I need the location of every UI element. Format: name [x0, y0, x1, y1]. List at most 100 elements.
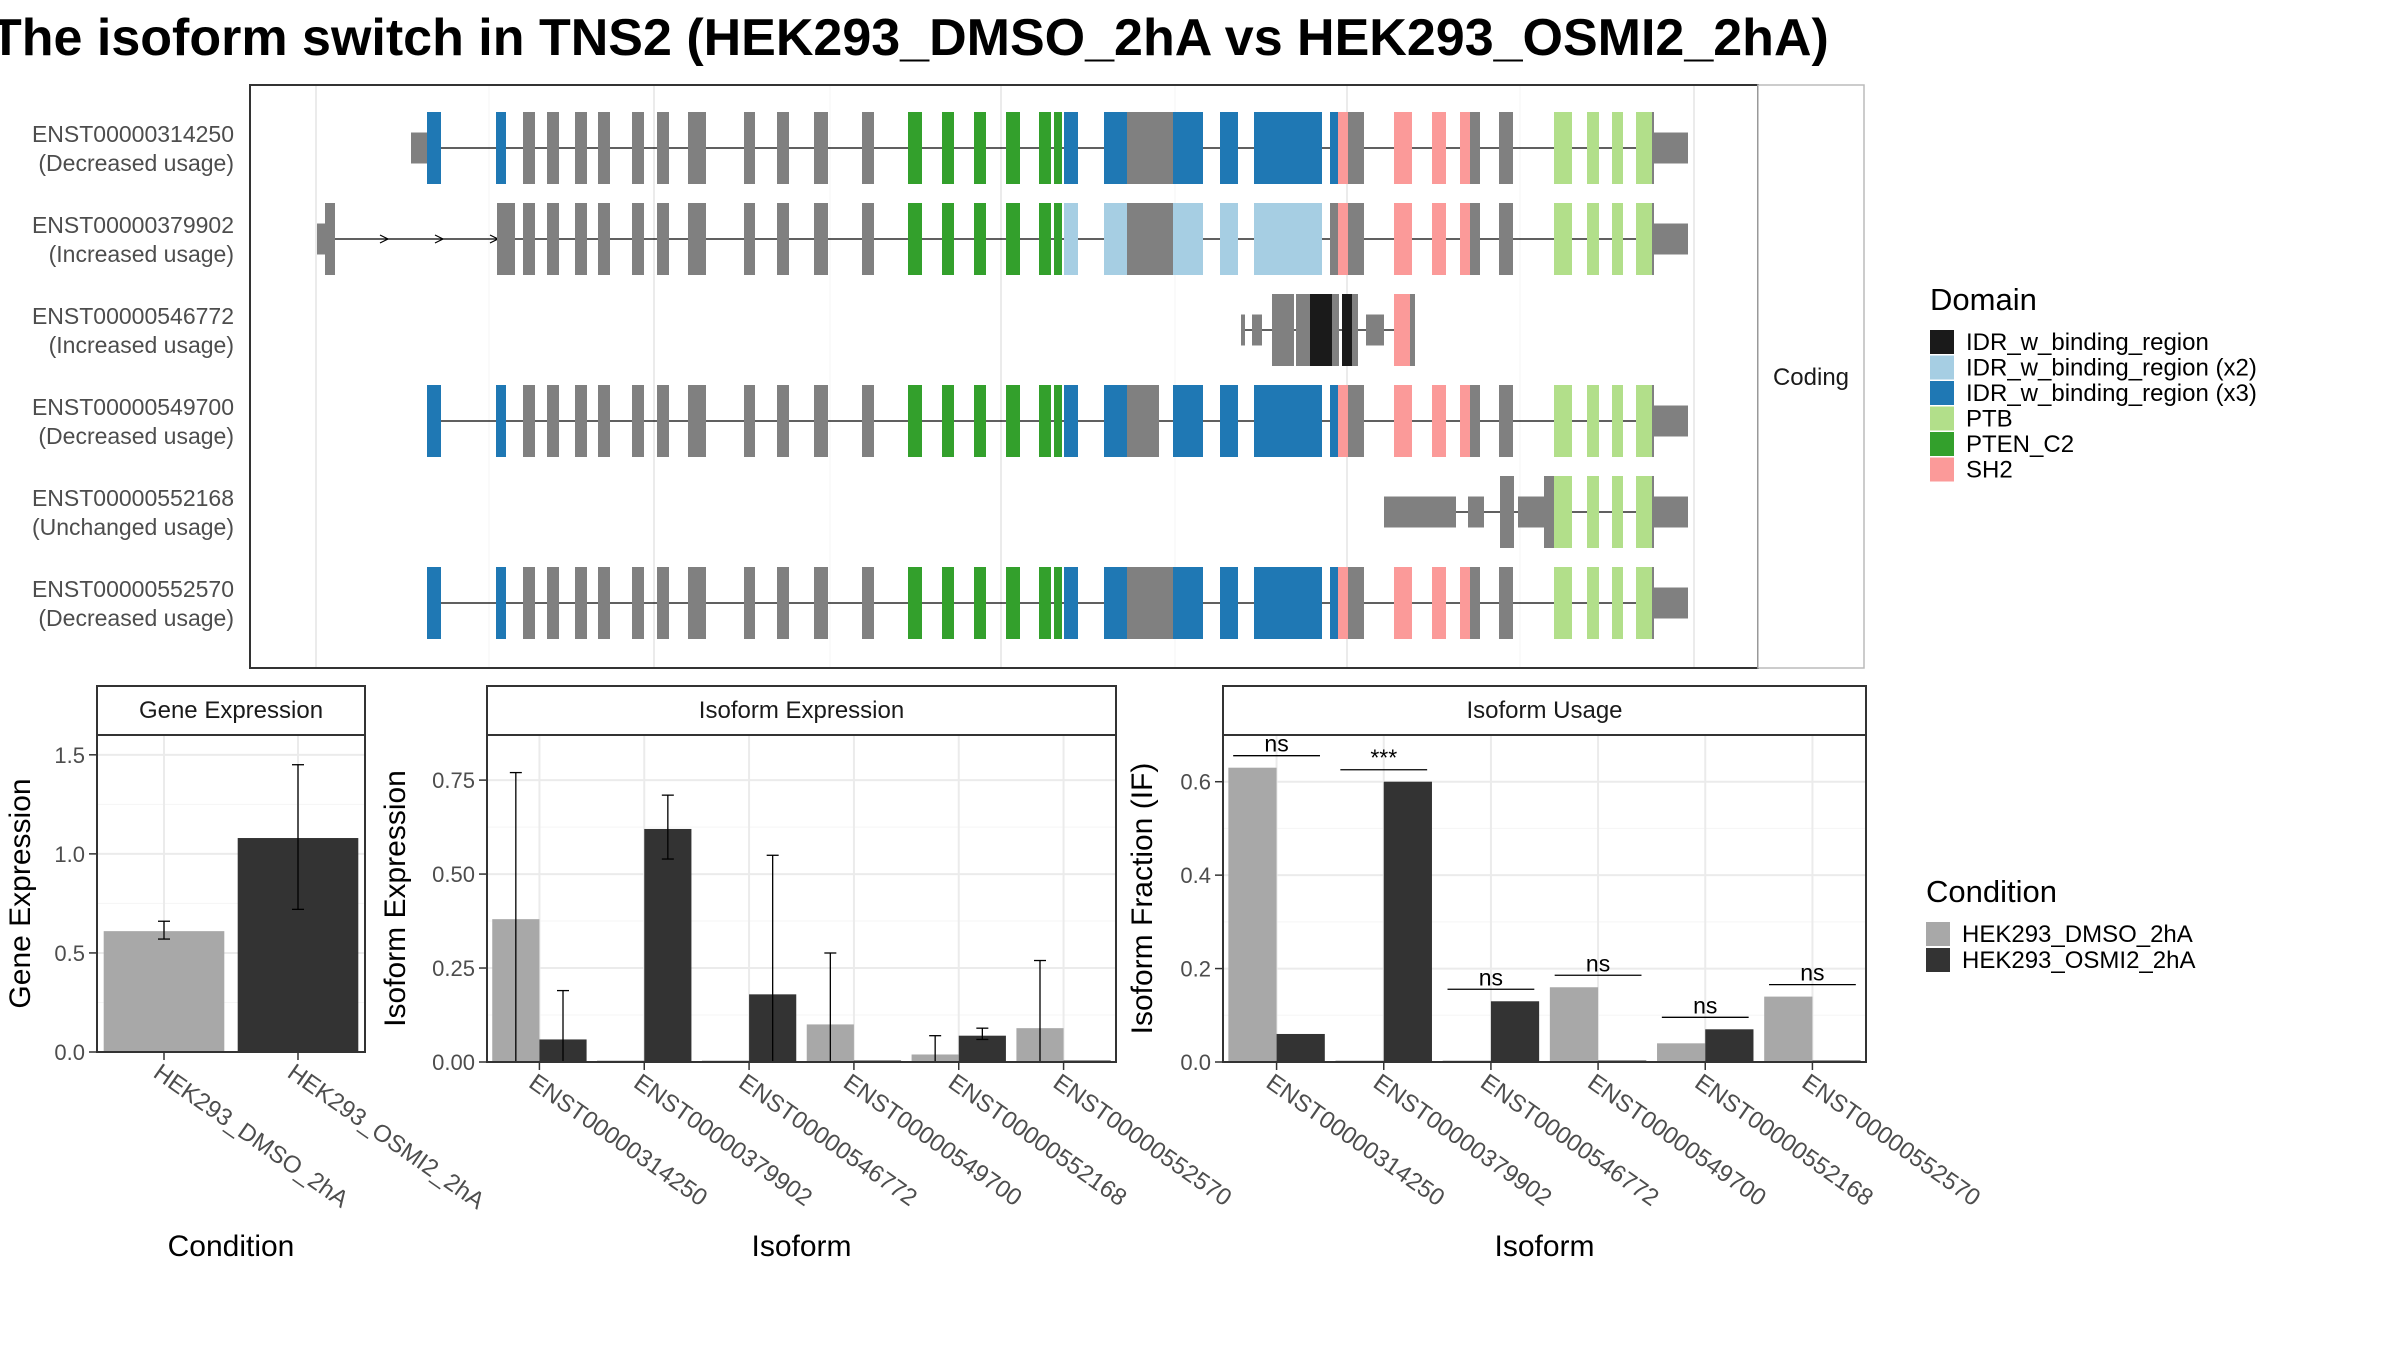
x-tick-label: ENST00000552168 [1690, 1069, 1878, 1212]
exon [1636, 203, 1654, 275]
exon [632, 385, 644, 457]
exon [862, 203, 874, 275]
exon [1330, 203, 1340, 275]
exon [1636, 385, 1654, 457]
bar [644, 828, 692, 1062]
transcript-row [427, 567, 1688, 639]
exon [1394, 567, 1412, 639]
significance-label: ns [1800, 960, 1824, 986]
y-tick-label: 0.00 [432, 1050, 475, 1075]
y-axis-title: Isoform Fraction (IF) [1126, 763, 1159, 1035]
exon [1654, 405, 1688, 437]
legend-swatch [1926, 922, 1950, 946]
legend-swatch [1930, 432, 1954, 456]
exon [1468, 496, 1484, 528]
panel-strip [1222, 685, 1867, 736]
exon [1039, 567, 1051, 639]
exon [1554, 203, 1572, 275]
exon [1254, 112, 1322, 184]
panel-strip [486, 685, 1117, 736]
exon [777, 203, 789, 275]
legend-swatch [1926, 948, 1950, 972]
y-axis-title: Gene Expression [4, 778, 37, 1008]
transcript-usage-label: (Decreased usage) [38, 423, 234, 449]
exon [974, 112, 986, 184]
x-axis-title: Isoform [1494, 1230, 1594, 1263]
y-axis-title: Isoform Expression [379, 770, 412, 1027]
domain-legend-label: IDR_w_binding_region [1966, 329, 2209, 356]
exon [1460, 203, 1472, 275]
bar [1276, 1033, 1325, 1062]
exon [1654, 587, 1688, 619]
exon [1470, 567, 1480, 639]
exon [1064, 567, 1078, 639]
exon [1432, 385, 1446, 457]
transcript-id-label: ENST00000552168 [32, 485, 234, 511]
exon [814, 567, 828, 639]
exon [496, 567, 506, 639]
exon [1554, 112, 1572, 184]
transcript-usage-label: (Decreased usage) [38, 150, 234, 176]
exon [1104, 385, 1130, 457]
exon [744, 112, 755, 184]
exon [427, 385, 441, 457]
direction-arrow [434, 234, 445, 244]
exon [632, 203, 644, 275]
bar [1705, 1029, 1754, 1062]
y-tick-label: 0.5 [54, 941, 85, 966]
exon [1220, 385, 1238, 457]
exon [1127, 112, 1173, 184]
exon [1394, 294, 1410, 366]
exon [1470, 203, 1480, 275]
exon [1499, 112, 1513, 184]
y-tick-label: 0.4 [1180, 863, 1211, 888]
exon [942, 567, 954, 639]
transcript-usage-label: (Increased usage) [49, 332, 234, 358]
exon [974, 385, 986, 457]
x-tick-label: ENST00000552570 [1048, 1069, 1236, 1212]
plot-background [1223, 735, 1866, 1062]
exon [523, 203, 535, 275]
exon [1652, 476, 1654, 548]
x-axis-title: Isoform [751, 1230, 851, 1263]
exon [1587, 112, 1599, 184]
significance-annotation: ns [1661, 992, 1749, 1018]
exon [1587, 385, 1599, 457]
error-bar [976, 1027, 989, 1041]
exon [1394, 203, 1412, 275]
transcript-row [1241, 294, 1415, 366]
exon [575, 385, 587, 457]
exon [1254, 567, 1322, 639]
exon [1348, 567, 1364, 639]
transcript-usage-label: (Decreased usage) [38, 605, 234, 631]
exon [688, 567, 706, 639]
significance-label: ns [1479, 964, 1503, 990]
exon [1636, 567, 1654, 639]
exon [1254, 203, 1322, 275]
exon [657, 112, 669, 184]
x-tick-label: ENST00000314250 [1261, 1069, 1449, 1212]
structure-strip [1757, 84, 1865, 669]
exon [1064, 203, 1078, 275]
exon [1394, 112, 1412, 184]
legend-swatch [1930, 406, 1954, 431]
exon [814, 203, 828, 275]
exon [1173, 567, 1203, 639]
exon [1470, 112, 1480, 184]
exon [657, 203, 669, 275]
x-tick-label: ENST00000314250 [524, 1069, 712, 1212]
exon [1612, 567, 1623, 639]
exon [497, 203, 515, 275]
legend-swatch [1930, 381, 1954, 405]
x-tick-label: ENST00000552570 [1797, 1069, 1985, 1212]
figure-title: The isoform switch in TNS2 (HEK293_DMSO_… [0, 9, 1829, 67]
exon [777, 567, 789, 639]
exon [1330, 385, 1340, 457]
domain-legend: DomainIDR_w_binding_regionIDR_w_binding_… [1930, 282, 2257, 484]
domain-legend-title: Domain [1930, 282, 2037, 317]
exon [1587, 567, 1599, 639]
exon [1173, 203, 1203, 275]
exon [777, 112, 789, 184]
condition-legend-label: HEK293_OSMI2_2hA [1962, 947, 2195, 974]
bar [1490, 1001, 1540, 1062]
